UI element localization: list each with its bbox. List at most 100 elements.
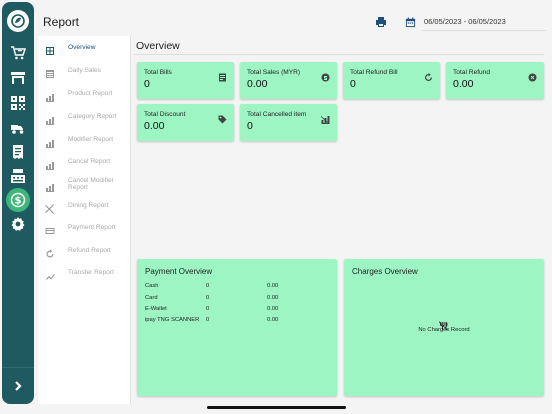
- submenu-item-refund-report[interactable]: Refund Report: [38, 241, 131, 261]
- chart-icon: [45, 157, 56, 170]
- payment-count: 0: [206, 283, 210, 289]
- submenu-label: Overview: [68, 44, 96, 52]
- chart-icon: [45, 89, 56, 102]
- submenu-label: Dining Report: [68, 202, 109, 210]
- submenu-item-payment-report[interactable]: Payment Report: [38, 218, 131, 238]
- payment-row: Card 0 0.00: [145, 295, 335, 304]
- stat-label: Total Refund Bill: [350, 69, 398, 76]
- stat-label: Total Cancelled item: [247, 111, 307, 118]
- utensils-icon: [45, 201, 56, 214]
- panel-title: Payment Overview: [145, 267, 213, 276]
- refresh-icon: [45, 246, 56, 257]
- submenu-label: Daily Sales: [68, 67, 101, 75]
- submenu-item-daily-sales[interactable]: Daily Sales: [38, 61, 131, 81]
- stat-value: 0.00: [144, 120, 165, 132]
- card-icon: [45, 223, 56, 234]
- submenu-item-transfer-report[interactable]: Transfer Report: [38, 263, 131, 283]
- stat-value: 0: [247, 120, 253, 132]
- stat-card-total-cancelled-item: Total Cancelled item 0: [240, 104, 337, 141]
- payment-row: ipay TNG SCANNER 0 0.00: [145, 317, 335, 326]
- payment-method: ipay TNG SCANNER: [145, 317, 200, 323]
- payment-count: 0: [206, 295, 210, 301]
- payment-amount: 0.00: [267, 306, 279, 312]
- page-title: Report: [43, 15, 80, 29]
- submenu-label: Category Report: [68, 113, 117, 121]
- submenu-item-overview[interactable]: Overview: [38, 38, 131, 58]
- store-icon[interactable]: [8, 68, 28, 88]
- submenu-item-cancel-modifier-report[interactable]: Cancel Modifier Report: [38, 174, 131, 194]
- payment-count: 0: [206, 317, 210, 323]
- stat-card-total-refund: Total Refund 0.00: [446, 62, 544, 99]
- payment-amount: 0.00: [267, 295, 279, 301]
- table-icon: [45, 66, 56, 78]
- cash-register-icon[interactable]: [8, 166, 28, 186]
- submenu-label: Payment Report: [68, 224, 116, 232]
- payment-method: E-Wallet: [145, 306, 167, 312]
- stat-label: Total Sales (MYR): [247, 69, 301, 76]
- stat-value: 0: [350, 78, 356, 90]
- cancelled-chart-icon: [320, 111, 330, 125]
- payment-count: 0: [206, 306, 210, 312]
- dollar-icon[interactable]: $: [6, 188, 30, 212]
- submenu-label: Transfer Report: [68, 269, 114, 277]
- stat-card-total-discount: Total Discount 0.00: [137, 104, 234, 141]
- chevron-right-icon: [15, 381, 22, 391]
- submenu-label: Refund Report: [68, 247, 111, 255]
- stat-label: Total Discount: [144, 111, 186, 118]
- submenu-item-category-report[interactable]: Category Report: [38, 107, 131, 127]
- svg-text:$: $: [15, 196, 22, 207]
- receipt-icon[interactable]: [8, 142, 28, 162]
- bill-icon: [218, 69, 227, 82]
- settings-icon[interactable]: [8, 214, 28, 234]
- cancel-circle-icon: [528, 69, 537, 82]
- stat-card-total-refund-bill: Total Refund Bill 0: [343, 62, 440, 99]
- empty-state-text: No Charges Record: [418, 327, 470, 333]
- payment-row: Cash 0 0.00: [145, 283, 335, 292]
- stat-card-total-bills: Total Bills 0: [137, 62, 234, 99]
- panel-title: Charges Overview: [352, 267, 418, 276]
- date-range-picker[interactable]: 06/05/2023 - 06/05/2023: [424, 17, 506, 26]
- app-nav-rail: $: [2, 2, 34, 404]
- no-charges-icon: [438, 317, 448, 331]
- submenu-item-cancel-report[interactable]: Cancel Report: [38, 152, 131, 172]
- date-range-underline: [422, 30, 546, 31]
- submenu-label: Cancel Report: [68, 158, 111, 166]
- refresh-icon: [424, 69, 433, 81]
- submenu-label: Modifier Report: [68, 136, 114, 144]
- coin-icon: [321, 69, 330, 82]
- cart-icon[interactable]: [8, 43, 28, 63]
- payment-amount: 0.00: [267, 317, 279, 323]
- print-icon[interactable]: [375, 15, 387, 27]
- home-indicator[interactable]: [207, 406, 346, 409]
- payment-method: Card: [145, 295, 158, 301]
- stat-label: Total Bills: [144, 69, 172, 76]
- submenu-label: Cancel Modifier Report: [68, 176, 114, 192]
- submenu-item-dining-report[interactable]: Dining Report: [38, 196, 131, 216]
- logo-icon[interactable]: [7, 10, 29, 32]
- tag-icon: [218, 111, 227, 124]
- payment-row: E-Wallet 0 0.00: [145, 306, 335, 315]
- section-title: Overview: [136, 40, 180, 52]
- submenu-item-modifier-report[interactable]: Modifier Report: [38, 130, 131, 150]
- chart-icon: [45, 179, 56, 192]
- payment-method: Cash: [145, 283, 159, 289]
- delivery-icon[interactable]: [8, 118, 28, 138]
- stat-label: Total Refund: [453, 69, 491, 76]
- payment-overview-panel: Payment Overview Cash 0 0.00 Card 0 0.00…: [137, 259, 337, 396]
- section-divider: [134, 54, 544, 55]
- stat-value: 0.00: [453, 78, 474, 90]
- chart-icon: [45, 135, 56, 148]
- submenu-item-product-report[interactable]: Product Report: [38, 84, 131, 104]
- stat-value: 0: [144, 78, 150, 90]
- report-submenu: Overview Daily Sales Product Report Cate…: [38, 36, 131, 404]
- chart-icon: [45, 112, 56, 125]
- qr-code-icon[interactable]: [8, 93, 28, 113]
- transfer-icon: [45, 268, 56, 280]
- submenu-label: Product Report: [68, 90, 113, 98]
- expand-rail-button[interactable]: [2, 367, 34, 404]
- calendar-icon[interactable]: [405, 15, 417, 28]
- grid-icon: [45, 43, 56, 55]
- stat-card-total-sales: Total Sales (MYR) 0.00: [240, 62, 337, 99]
- charges-overview-panel: Charges Overview No Charges Record: [344, 259, 544, 396]
- payment-amount: 0.00: [267, 283, 279, 289]
